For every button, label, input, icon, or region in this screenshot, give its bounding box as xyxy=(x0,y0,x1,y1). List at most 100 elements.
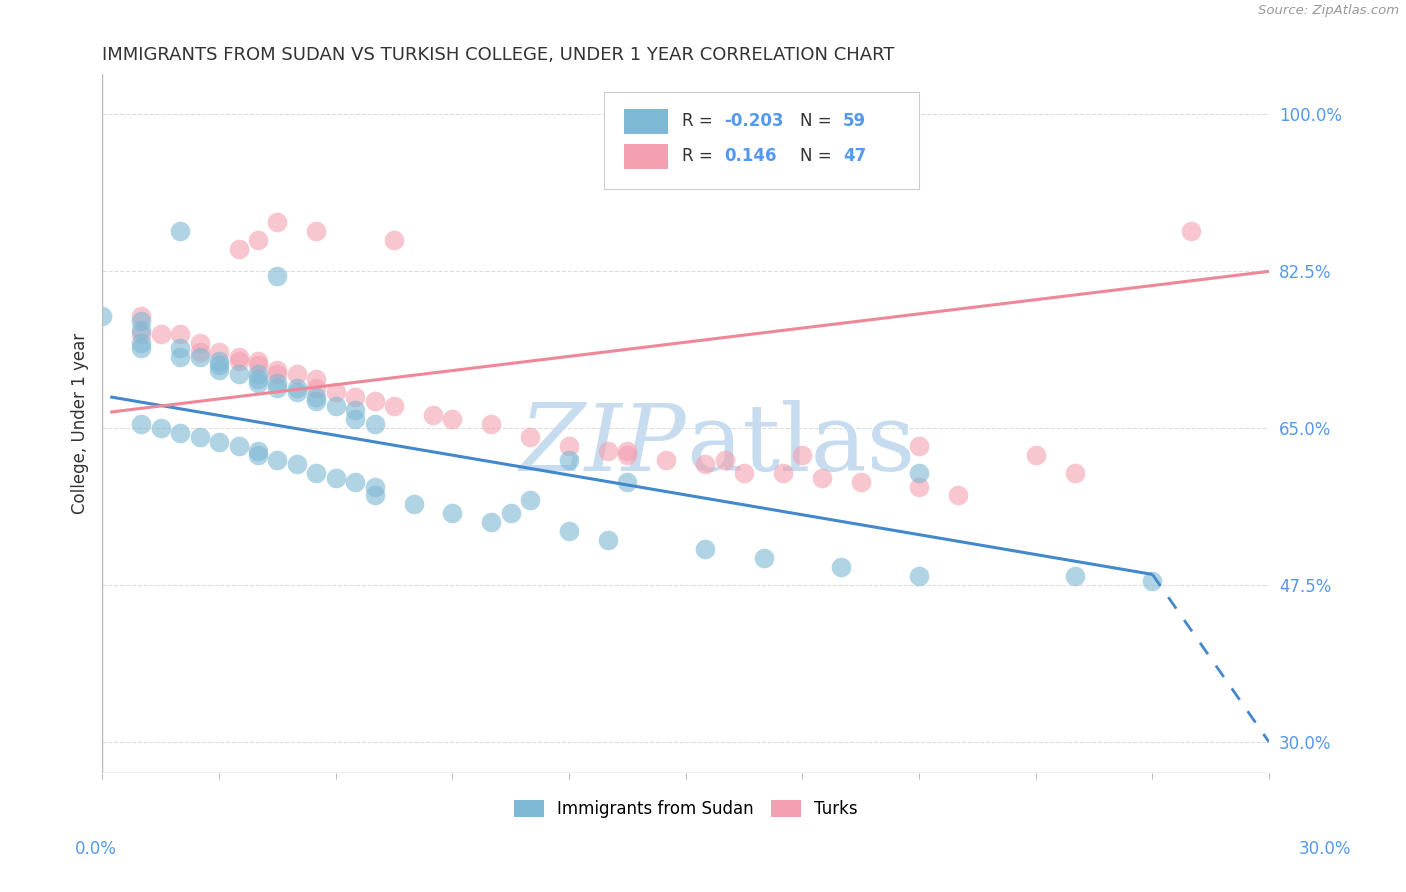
Point xyxy=(208,354,231,368)
Point xyxy=(305,394,328,409)
Point xyxy=(188,430,211,444)
Point xyxy=(422,408,444,422)
Point xyxy=(305,381,328,395)
Point xyxy=(479,516,502,530)
Point xyxy=(1180,224,1202,238)
Point xyxy=(519,430,541,444)
Text: 30.0%: 30.0% xyxy=(1298,840,1351,858)
Point xyxy=(908,439,931,453)
Point xyxy=(811,470,834,484)
Point xyxy=(188,336,211,351)
Point xyxy=(266,268,288,283)
Point xyxy=(325,399,347,413)
Point xyxy=(246,359,269,373)
Y-axis label: College, Under 1 year: College, Under 1 year xyxy=(72,334,89,515)
Point xyxy=(131,336,153,351)
Point xyxy=(188,345,211,359)
Point xyxy=(733,466,755,480)
Text: N =: N = xyxy=(800,147,837,165)
Text: N =: N = xyxy=(800,112,837,130)
Point xyxy=(228,242,250,256)
Point xyxy=(228,368,250,382)
Point xyxy=(849,475,872,489)
Point xyxy=(616,475,638,489)
Point xyxy=(208,363,231,377)
Point xyxy=(441,507,464,521)
Text: 0.0%: 0.0% xyxy=(75,840,117,858)
Point xyxy=(305,390,328,404)
Point xyxy=(228,439,250,453)
Point xyxy=(169,341,191,355)
Point xyxy=(325,470,347,484)
Point xyxy=(266,368,288,382)
Text: R =: R = xyxy=(682,112,718,130)
Point xyxy=(246,233,269,247)
Point xyxy=(1142,574,1164,588)
Point xyxy=(246,372,269,386)
Point xyxy=(228,350,250,364)
Point xyxy=(713,452,735,467)
Point xyxy=(363,488,385,502)
Point xyxy=(169,350,191,364)
Point xyxy=(266,363,288,377)
Point xyxy=(266,381,288,395)
Point xyxy=(558,452,581,467)
Point xyxy=(266,452,288,467)
Point xyxy=(772,466,794,480)
Point xyxy=(616,448,638,462)
Text: atlas: atlas xyxy=(686,400,915,490)
Point xyxy=(558,439,581,453)
Point xyxy=(558,524,581,539)
Point xyxy=(946,488,969,502)
Text: Source: ZipAtlas.com: Source: ZipAtlas.com xyxy=(1258,4,1399,18)
Point xyxy=(169,224,191,238)
Point xyxy=(908,479,931,493)
Point xyxy=(305,372,328,386)
Point xyxy=(149,421,172,435)
Point xyxy=(830,560,852,574)
Point xyxy=(285,381,308,395)
Point xyxy=(208,359,231,373)
Point xyxy=(131,417,153,431)
Point xyxy=(246,448,269,462)
Point xyxy=(344,475,367,489)
Point xyxy=(616,443,638,458)
Point xyxy=(695,542,717,557)
Point xyxy=(305,224,328,238)
Point xyxy=(246,376,269,391)
Point xyxy=(131,341,153,355)
Point xyxy=(479,417,502,431)
Point xyxy=(695,116,717,130)
Point xyxy=(208,434,231,449)
Point xyxy=(402,498,425,512)
Point xyxy=(169,425,191,440)
Point xyxy=(228,354,250,368)
Point xyxy=(131,313,153,327)
Point xyxy=(344,390,367,404)
Point xyxy=(363,394,385,409)
Point xyxy=(149,327,172,342)
FancyBboxPatch shape xyxy=(624,109,668,134)
Point xyxy=(752,551,775,566)
Point xyxy=(266,215,288,229)
Point xyxy=(266,376,288,391)
Legend: Immigrants from Sudan, Turks: Immigrants from Sudan, Turks xyxy=(508,793,865,824)
Point xyxy=(344,412,367,426)
Point xyxy=(285,457,308,471)
Point xyxy=(363,479,385,493)
Point xyxy=(246,368,269,382)
Text: IMMIGRANTS FROM SUDAN VS TURKISH COLLEGE, UNDER 1 YEAR CORRELATION CHART: IMMIGRANTS FROM SUDAN VS TURKISH COLLEGE… xyxy=(103,46,896,64)
Point xyxy=(285,368,308,382)
Point xyxy=(441,412,464,426)
Point xyxy=(131,327,153,342)
FancyBboxPatch shape xyxy=(624,144,668,169)
Point xyxy=(208,345,231,359)
Point xyxy=(1025,448,1047,462)
Point xyxy=(695,457,717,471)
Point xyxy=(169,327,191,342)
Point xyxy=(519,493,541,508)
Point xyxy=(305,466,328,480)
Text: R =: R = xyxy=(682,147,724,165)
Point xyxy=(91,309,114,323)
Point xyxy=(655,452,678,467)
